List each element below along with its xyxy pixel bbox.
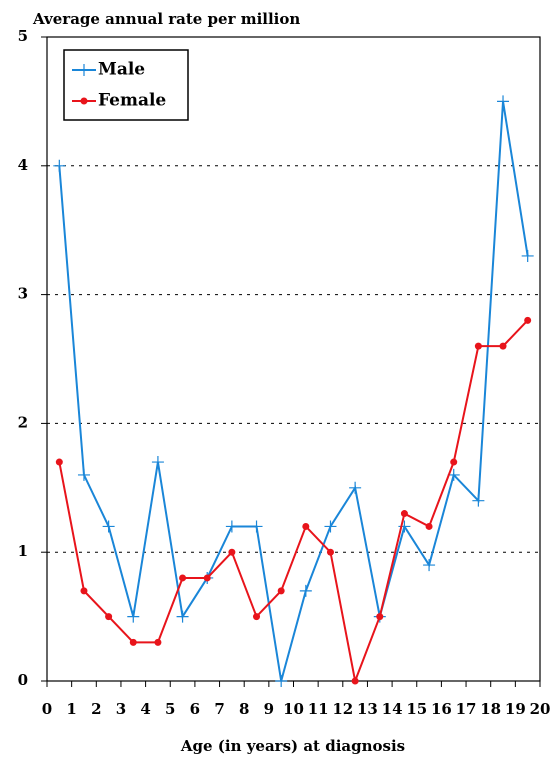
point [302, 522, 310, 530]
point [474, 342, 482, 350]
point [277, 587, 285, 595]
x-tick-label: 17 [456, 700, 477, 718]
point [423, 559, 436, 572]
point [77, 468, 90, 481]
point [127, 610, 140, 623]
legend-box [63, 49, 189, 121]
x-axis-label: Age (in years) at diagnosis [180, 737, 405, 755]
point [376, 613, 384, 621]
point [55, 458, 63, 466]
x-tick-label: 14 [382, 700, 403, 718]
point [450, 458, 458, 466]
y-axis-label: Average annual rate per million [32, 10, 300, 28]
point [425, 522, 433, 530]
point [80, 587, 88, 595]
x-tick-label: 10 [283, 700, 304, 718]
y-tick-label: 0 [18, 671, 28, 689]
point [53, 159, 66, 172]
point [203, 574, 211, 582]
point [151, 456, 164, 469]
y-tick-label: 3 [18, 285, 28, 303]
point [326, 548, 334, 556]
x-tick-label: 18 [480, 700, 501, 718]
x-tick-label: 16 [431, 700, 452, 718]
point [299, 584, 312, 597]
point [250, 520, 263, 533]
legend-marker [80, 97, 88, 105]
legend-label: Male [98, 60, 145, 80]
x-tick-label: 3 [116, 700, 126, 718]
point [225, 520, 238, 533]
point [324, 520, 337, 533]
point [228, 548, 236, 556]
x-tick-label: 19 [505, 700, 526, 718]
point [400, 510, 408, 518]
y-tick-label: 4 [18, 156, 28, 174]
point [521, 249, 534, 262]
legend-label: Female [98, 91, 166, 111]
y-tick-label: 5 [18, 27, 28, 45]
x-tick-label: 20 [530, 700, 551, 718]
point [499, 342, 507, 350]
point [351, 677, 359, 685]
point [253, 613, 261, 621]
point [176, 610, 189, 623]
x-tick-label: 9 [264, 700, 274, 718]
point [472, 494, 485, 507]
y-tick-label: 1 [18, 542, 28, 560]
x-tick-label: 0 [42, 700, 52, 718]
x-tick-label: 2 [91, 700, 101, 718]
point [102, 520, 115, 533]
x-tick-label: 8 [239, 700, 249, 718]
y-tick-label: 2 [18, 413, 28, 431]
x-tick-label: 12 [332, 700, 353, 718]
x-tick-label: 1 [66, 700, 76, 718]
x-tick-label: 6 [190, 700, 200, 718]
point [497, 95, 510, 108]
point [154, 638, 162, 646]
x-tick-label: 5 [165, 700, 175, 718]
legend-marker [78, 64, 90, 76]
point [524, 316, 532, 324]
plot-frame [46, 36, 541, 682]
x-tick-label: 13 [357, 700, 378, 718]
series-line [58, 101, 529, 682]
point [275, 675, 288, 687]
point [129, 638, 137, 646]
point [349, 481, 362, 494]
x-tick-label: 15 [406, 700, 427, 718]
x-tick-label: 4 [140, 700, 150, 718]
series-line [58, 319, 529, 685]
point [105, 613, 113, 621]
point [179, 574, 187, 582]
x-tick-label: 11 [308, 700, 329, 718]
x-tick-label: 7 [214, 700, 224, 718]
